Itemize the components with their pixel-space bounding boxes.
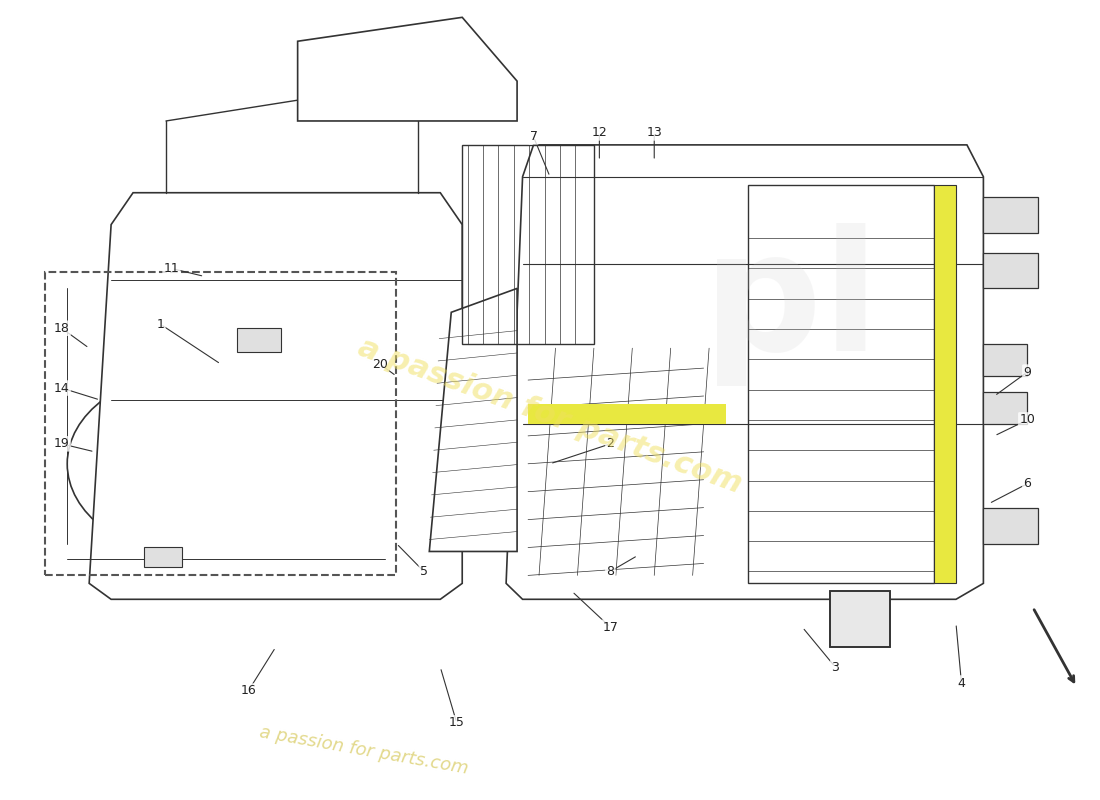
Text: 11: 11 <box>164 262 179 275</box>
Text: 8: 8 <box>606 565 614 578</box>
Text: 17: 17 <box>603 621 618 634</box>
Ellipse shape <box>67 372 320 555</box>
Text: a passion for parts.com: a passion for parts.com <box>354 333 746 499</box>
Bar <box>983 344 1027 376</box>
Text: 16: 16 <box>241 685 256 698</box>
Text: 1: 1 <box>156 318 164 330</box>
Polygon shape <box>298 18 517 121</box>
Bar <box>748 185 934 583</box>
Bar <box>983 508 1038 543</box>
Text: 9: 9 <box>1023 366 1031 378</box>
Bar <box>45 273 396 575</box>
Text: 13: 13 <box>647 126 662 139</box>
Polygon shape <box>506 145 983 599</box>
Bar <box>528 404 726 424</box>
Text: 19: 19 <box>54 438 69 450</box>
Text: 12: 12 <box>592 126 607 139</box>
Bar <box>934 185 956 583</box>
Bar <box>144 547 183 567</box>
Ellipse shape <box>177 452 210 476</box>
Bar <box>829 591 890 647</box>
Text: 20: 20 <box>372 358 388 370</box>
Bar <box>983 253 1038 288</box>
Text: 18: 18 <box>54 322 69 334</box>
Bar <box>238 328 282 352</box>
Text: 3: 3 <box>832 661 839 674</box>
Bar <box>983 197 1038 233</box>
Polygon shape <box>89 193 462 599</box>
Text: 15: 15 <box>449 716 464 730</box>
Text: 2: 2 <box>606 438 614 450</box>
Text: 4: 4 <box>957 677 966 690</box>
Text: 6: 6 <box>1023 478 1031 490</box>
Text: 10: 10 <box>1020 414 1035 426</box>
Bar <box>829 591 890 647</box>
Polygon shape <box>429 288 517 551</box>
Text: 14: 14 <box>54 382 69 394</box>
Text: 5: 5 <box>420 565 428 578</box>
Text: a passion for parts.com: a passion for parts.com <box>257 723 470 778</box>
Text: 7: 7 <box>529 130 538 143</box>
Text: pl: pl <box>703 223 880 386</box>
Bar <box>462 145 594 344</box>
Bar <box>983 392 1027 424</box>
